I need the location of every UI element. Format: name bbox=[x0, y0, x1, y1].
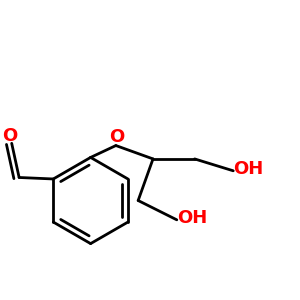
Text: O: O bbox=[109, 128, 124, 146]
Text: OH: OH bbox=[234, 160, 264, 178]
Text: O: O bbox=[3, 127, 18, 145]
Text: OH: OH bbox=[177, 209, 207, 227]
